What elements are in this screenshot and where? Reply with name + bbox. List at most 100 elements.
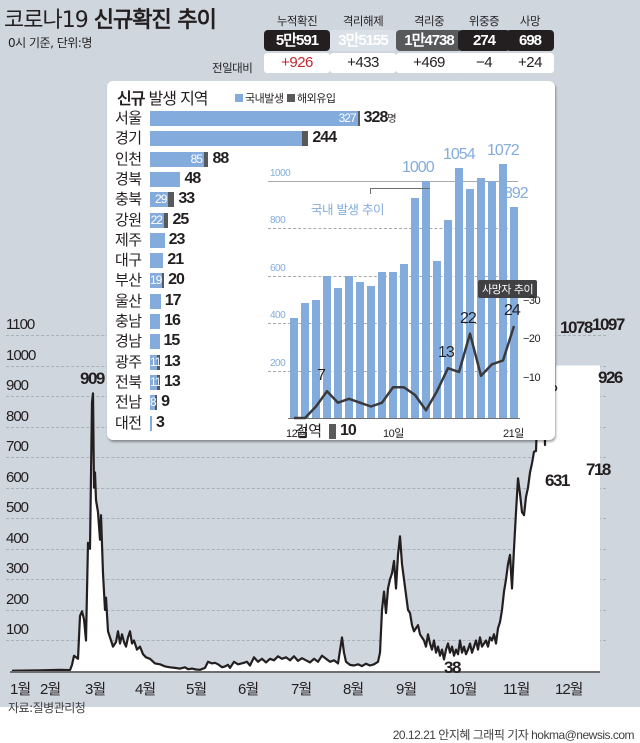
annotation-label: 1097	[592, 315, 625, 334]
stat-label: 격리해제	[342, 14, 384, 28]
region-row: 울산 17	[107, 291, 407, 311]
inset-title-bold: 신규	[117, 89, 145, 108]
inset-y-tick: 1000	[270, 168, 291, 179]
death-y-tick: −30	[523, 295, 541, 307]
domestic-bar	[150, 273, 163, 289]
region-name: 충남	[115, 312, 142, 330]
region-total: 17	[164, 291, 182, 309]
inset-bar-value: 1000	[402, 159, 435, 176]
inset-bar	[301, 302, 309, 418]
region-total: 25	[172, 210, 189, 228]
region-name: 부산	[115, 271, 142, 290]
inset-x-axis	[288, 418, 520, 419]
region-row: 대구 21	[107, 250, 407, 270]
region-total: 3	[156, 413, 165, 431]
y-tick-label: 900	[6, 377, 29, 395]
region-total: 15	[163, 332, 181, 350]
stat-delta: +469	[396, 53, 462, 73]
y-tick-label: 500	[6, 499, 29, 517]
x-tick-label: 4월	[135, 681, 156, 698]
stat-value: 698	[506, 30, 554, 51]
domestic-bar	[150, 314, 161, 329]
region-row: 부산 19 20	[107, 270, 407, 290]
credit-line: 20.12.21 안지혜 그래픽 기자 hokma@newsis.com	[392, 728, 635, 742]
domestic-value: 22	[150, 212, 163, 227]
x-tick-label: 8월	[343, 681, 364, 698]
region-name: 인천	[115, 149, 142, 168]
death-line	[294, 325, 516, 420]
stat-cumulative: 누적확진 5만591 +926	[264, 12, 330, 73]
region-name: 대구	[115, 251, 142, 270]
death-value-label: 24	[504, 302, 521, 319]
death-value-label: 13	[438, 344, 455, 362]
imported-bar	[156, 354, 160, 370]
x-axis-baseline	[10, 671, 600, 673]
trend-label: 국내 발생 추이	[311, 202, 384, 217]
gridline	[6, 487, 606, 489]
x-tick-label: 9월	[396, 681, 417, 698]
imported-bar	[162, 273, 165, 289]
region-total: 23	[168, 230, 186, 248]
x-tick-label: 1월	[10, 681, 31, 698]
x-tick-label: 6월	[238, 681, 259, 698]
death-value-label: 7	[317, 367, 326, 385]
annotation-label: 631	[545, 471, 570, 490]
cases-line	[11, 334, 556, 672]
inset-bar	[389, 272, 397, 418]
stat-label: 격리중	[413, 14, 445, 28]
region-total: 33	[178, 190, 195, 208]
region-total: 328명	[363, 109, 397, 126]
inset-bar	[466, 188, 474, 418]
inset-bar	[433, 261, 441, 418]
x-tick-label: 12월	[555, 681, 583, 698]
region-row: 인천 85 88	[107, 149, 407, 169]
region-row: 대전 3	[107, 413, 407, 433]
region-name: 대전	[115, 413, 142, 432]
region-total: 9	[161, 393, 170, 411]
subtitle: 0시 기준, 단위:명	[8, 36, 92, 50]
imported-bar	[168, 192, 175, 208]
inset-bar	[334, 287, 342, 418]
inset-gridline	[268, 181, 518, 182]
y-tick-label: 100	[6, 621, 29, 639]
stat-value: 3만5155	[330, 30, 396, 51]
annotation-label: 718	[586, 460, 611, 479]
inset-x-tick: 21일	[503, 428, 524, 440]
quarantine-bar	[329, 424, 336, 439]
inset-y-tick: 800	[270, 215, 286, 227]
region-total: 21	[167, 251, 184, 269]
domestic-bar	[150, 171, 181, 187]
death-value-label: 22	[460, 309, 477, 327]
region-name: 경기	[115, 129, 142, 148]
imported-bar	[302, 131, 309, 147]
legend-domestic: 국내발생	[235, 90, 284, 106]
inset-x-tick: 10일	[383, 428, 404, 440]
inset-bar-value: 1072	[487, 141, 520, 159]
inset-bar	[290, 318, 298, 418]
legend-swatch-imported	[287, 94, 295, 102]
region-name: 전남	[115, 393, 142, 412]
inset-x-tick: 12월	[286, 428, 307, 440]
compare-label: 전일대비	[212, 61, 253, 75]
region-name: 광주	[115, 352, 142, 371]
region-total: 20	[168, 271, 185, 289]
inset-bar	[411, 198, 419, 418]
gridline	[6, 548, 606, 550]
quarantine-value: 10	[340, 422, 357, 439]
region-total: 48	[184, 169, 201, 187]
domestic-bar	[150, 253, 164, 269]
legend-swatch-domestic	[235, 94, 243, 102]
inset-gridline	[268, 228, 518, 230]
region-name: 충북	[115, 190, 142, 209]
region-row: 전남 8 9	[107, 392, 407, 412]
region-name: 제주	[115, 230, 142, 249]
inset-bar	[455, 168, 463, 418]
x-tick-label: 5월	[186, 681, 207, 698]
domestic-value: 29	[155, 192, 167, 207]
inset-bar	[510, 206, 518, 418]
death-y-tick: −20	[523, 333, 541, 346]
source-note: 자료:질병관리청	[8, 701, 86, 715]
title-prefix: 코로나19	[4, 8, 94, 33]
gridline	[6, 640, 606, 642]
region-total: 13	[163, 372, 181, 390]
